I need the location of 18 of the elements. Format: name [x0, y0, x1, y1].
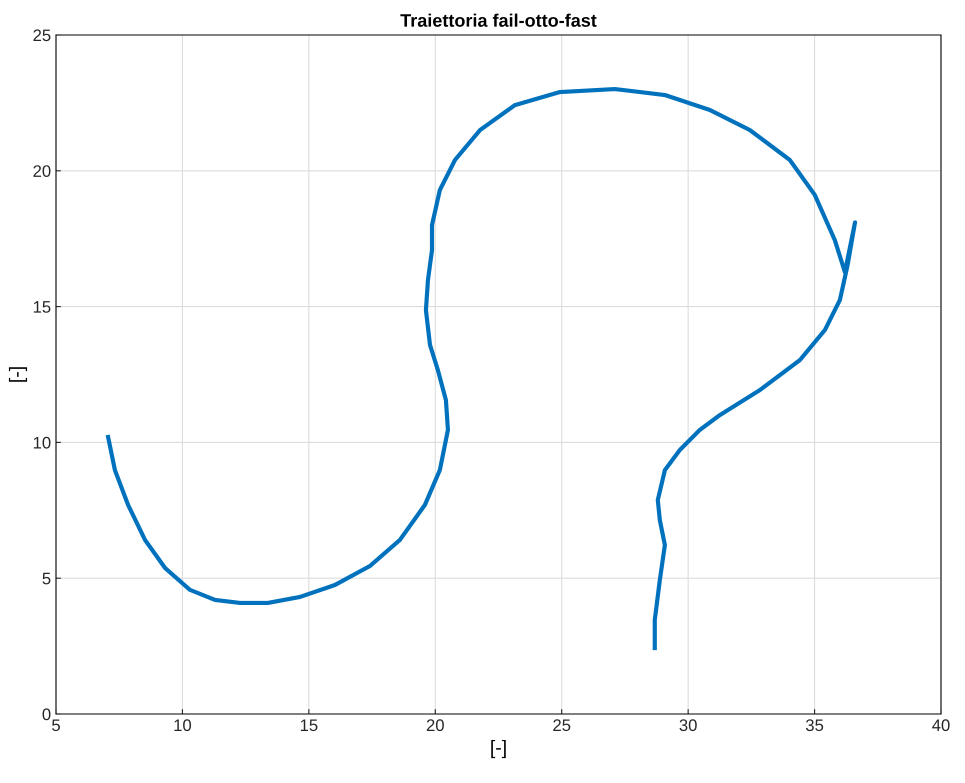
- y-tick-label: 5: [42, 572, 50, 584]
- chart-title: Traiettoria fail-otto-fast: [400, 14, 597, 27]
- x-tick-label: 30: [680, 719, 697, 732]
- y-tick-label: 0: [42, 708, 50, 720]
- y-axis-title: [-]: [8, 367, 28, 382]
- y-tick-label: 25: [33, 29, 50, 42]
- x-tick-label: 10: [174, 719, 192, 732]
- x-tick-label: 40: [932, 719, 950, 732]
- x-tick-label: 35: [806, 719, 824, 732]
- y-tick-label: 15: [34, 301, 50, 313]
- x-axis-title: [-]: [491, 740, 506, 758]
- y-tick-label: 20: [33, 165, 50, 178]
- y-tick-label: 10: [34, 436, 50, 449]
- line-series: [106, 86, 858, 650]
- x-tick-label: 5: [52, 719, 60, 732]
- x-tick-label: 15: [300, 719, 318, 732]
- x-tick-label: 25: [553, 719, 570, 732]
- x-tick-label: 20: [426, 719, 444, 732]
